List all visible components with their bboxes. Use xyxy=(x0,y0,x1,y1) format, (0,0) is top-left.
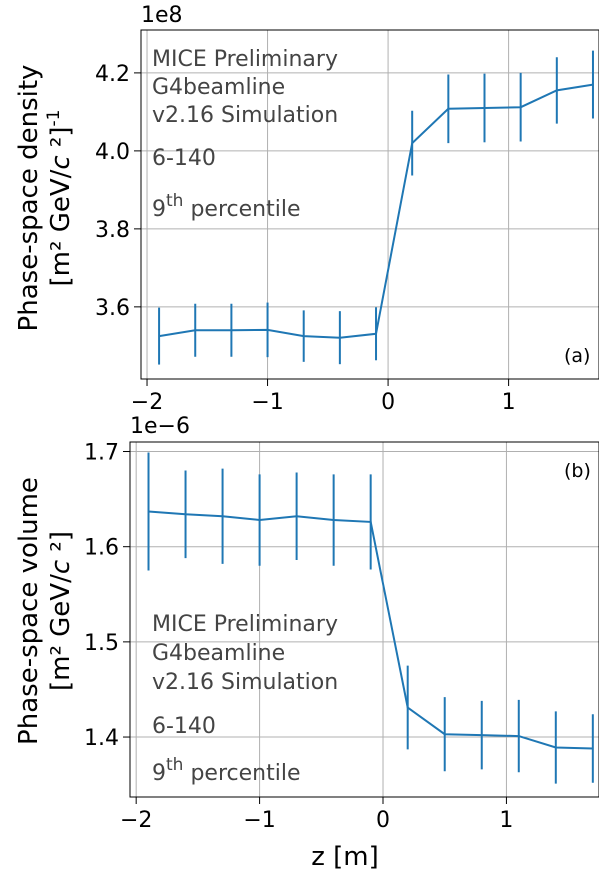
panel-b-tag: (b) xyxy=(564,460,591,482)
annotation-percentile: 9th percentile xyxy=(152,191,300,222)
y-tick-label: 3.8 xyxy=(95,218,130,243)
ylabel-units-c: c xyxy=(46,560,76,574)
x-tick-label: 1 xyxy=(499,808,513,833)
ylabel-units-exponent: -1 xyxy=(44,110,64,127)
x-tick-label: 1 xyxy=(502,390,516,415)
panel-b-volume: −2 −1 0 1 1.4 1.5 1.6 1.7 1e−6 (b) MICE Prelimi… xyxy=(14,414,599,872)
percentile-word: percentile xyxy=(190,761,300,786)
panel-a-offset-text: 1e8 xyxy=(141,3,183,28)
panel-a-tag: (a) xyxy=(564,345,590,367)
percentile-suffix: th xyxy=(166,191,183,211)
percentile-suffix: th xyxy=(166,755,183,775)
annotation-line: G4beamline xyxy=(152,641,285,666)
y-tick-label: 4.2 xyxy=(95,62,130,87)
panel-a-density: −2 −1 0 1 3.6 3.8 4.0 4.2 1e8 (a) MICE Prelimin… xyxy=(14,3,599,415)
x-tick-label: −1 xyxy=(251,390,283,415)
panel-b-series xyxy=(147,452,594,784)
panel-b-ylabel-line2: [m² GeV/c ²] xyxy=(46,531,76,691)
x-tick-label: 0 xyxy=(381,390,395,415)
panel-b-annotation: MICE Preliminary G4beamline v2.16 Simula… xyxy=(152,612,338,786)
y-tick-label: 1.4 xyxy=(84,726,119,751)
panel-b-ticks: −2 −1 0 1 1.4 1.5 1.6 1.7 xyxy=(84,441,513,833)
panel-a-ticks: −2 −1 0 1 3.6 3.8 4.0 4.2 xyxy=(95,62,516,415)
panel-a-ylabel-line1: Phase-space density xyxy=(14,65,44,332)
panel-b-xlabel: z [m] xyxy=(311,842,379,872)
y-tick-label: 4.0 xyxy=(95,140,130,165)
annotation-percentile: 9th percentile xyxy=(152,755,300,786)
x-tick-label: −2 xyxy=(120,808,152,833)
annotation-line: v2.16 Simulation xyxy=(152,670,338,695)
panel-b-offset-text: 1e−6 xyxy=(130,414,190,439)
ylabel-units-prefix: [m² GeV/ xyxy=(46,169,76,286)
annotation-line: MICE Preliminary xyxy=(152,47,338,72)
ylabel-units-suffix: ²] xyxy=(46,531,76,560)
panel-b-frame xyxy=(129,441,599,798)
percentile-number: 9 xyxy=(152,197,166,222)
ylabel-units-prefix: [m² GeV/ xyxy=(46,574,76,691)
panel-a-annotation: MICE Preliminary G4beamline v2.16 Simula… xyxy=(152,47,338,222)
panel-a-series xyxy=(158,50,594,365)
panel-a-frame xyxy=(140,29,599,380)
ylabel-units-c: c xyxy=(46,155,76,169)
percentile-number: 9 xyxy=(152,761,166,786)
y-tick-label: 1.7 xyxy=(84,441,119,466)
annotation-line: 6-140 xyxy=(152,146,216,171)
annotation-line: 6-140 xyxy=(152,714,216,739)
annotation-line: G4beamline xyxy=(152,75,285,100)
y-tick-label: 1.6 xyxy=(84,536,119,561)
panel-a-ylabel-line2: [m² GeV/c ²]-1 xyxy=(44,110,76,287)
y-tick-label: 3.6 xyxy=(95,296,130,321)
x-tick-label: 0 xyxy=(376,808,390,833)
annotation-line: MICE Preliminary xyxy=(152,612,338,637)
annotation-line: v2.16 Simulation xyxy=(152,103,338,128)
panel-a-grid xyxy=(141,30,599,379)
panel-b-ylabel-line1: Phase-space volume xyxy=(14,477,44,745)
x-tick-label: −2 xyxy=(131,390,163,415)
y-tick-label: 1.5 xyxy=(84,631,119,656)
ylabel-units-suffix: ²] xyxy=(46,126,76,155)
panel-b-grid xyxy=(130,442,599,797)
x-tick-label: −1 xyxy=(243,808,275,833)
percentile-word: percentile xyxy=(190,197,300,222)
